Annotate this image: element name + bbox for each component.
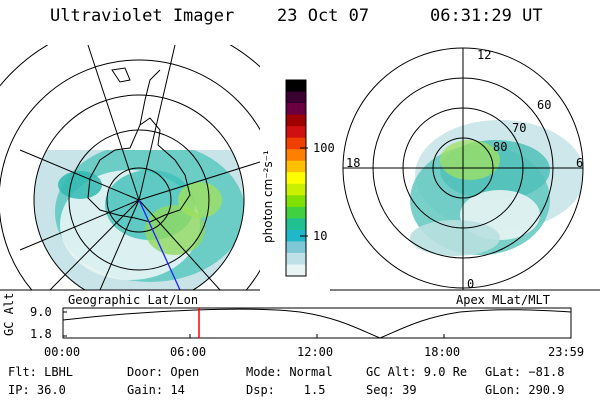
info-glat: GLat: −81.8 bbox=[485, 365, 565, 379]
colorbar bbox=[285, 79, 307, 277]
colorbar-segment bbox=[286, 160, 306, 173]
timeline-xtick-1200: 12:00 bbox=[297, 345, 334, 359]
timeline-xtick-0000: 00:00 bbox=[44, 345, 81, 359]
colorbar-segment bbox=[286, 241, 306, 254]
magnetic-map bbox=[342, 47, 584, 290]
info-glon: GLon: 290.9 bbox=[485, 383, 565, 397]
info-dsp: Dsp: 1.5 bbox=[246, 383, 326, 397]
mlat-label-70: 70 bbox=[512, 121, 527, 135]
mlt-label-0: 0 bbox=[467, 277, 475, 291]
date-label: 23 Oct 07 bbox=[277, 6, 370, 26]
timeline-ytick-9: 9.0 bbox=[30, 305, 52, 319]
mlt-label-6: 6 bbox=[576, 156, 584, 170]
timeline-ytick-1-8: 1.8 bbox=[30, 327, 52, 341]
colorbar-segment bbox=[286, 195, 306, 208]
auroral-oval-right bbox=[410, 120, 583, 256]
colorbar-unit-label: photon cm⁻²s⁻¹ bbox=[261, 150, 275, 243]
mlat-label-60: 60 bbox=[537, 98, 552, 112]
colorbar-segment bbox=[286, 172, 306, 185]
colorbar-segment bbox=[286, 103, 306, 116]
magnetic-map-label: Apex MLat/MLT bbox=[456, 293, 550, 307]
info-filter: Flt: LBHL bbox=[8, 365, 74, 379]
geographic-map-label: Geographic Lat/Lon bbox=[68, 293, 199, 307]
colorbar-segment bbox=[286, 218, 306, 231]
colorbar-segment bbox=[286, 264, 306, 277]
info-mode: Mode: Normal bbox=[246, 365, 333, 379]
mlt-label-12: 12 bbox=[477, 48, 492, 62]
altitude-curve bbox=[62, 308, 572, 339]
info-ip: IP: 36.0 bbox=[8, 383, 66, 397]
colorbar-segment bbox=[286, 91, 306, 104]
colorbar-segment bbox=[286, 229, 306, 242]
colorbar-segment bbox=[286, 149, 306, 162]
colorbar-segment bbox=[286, 80, 306, 93]
colorbar-segment bbox=[286, 183, 306, 196]
lat-circles-left bbox=[0, 45, 260, 290]
colorbar-ticks bbox=[300, 147, 308, 237]
colorbar-frame bbox=[285, 79, 307, 277]
island-coastline bbox=[111, 67, 131, 83]
mlat-label-80: 80 bbox=[493, 140, 508, 154]
colorbar-segment bbox=[286, 126, 306, 139]
timeline-ylabel: GC Alt bbox=[2, 292, 16, 336]
instrument-title: Ultraviolet Imager bbox=[50, 6, 235, 26]
timeline-xtick-2359: 23:59 bbox=[548, 345, 585, 359]
mlt-label-18: 18 bbox=[346, 156, 361, 170]
peninsula-coastline bbox=[139, 69, 161, 126]
timeline-xtick-0600: 06:00 bbox=[170, 345, 207, 359]
timeline-ticks bbox=[63, 311, 445, 338]
info-door: Door: Open bbox=[127, 365, 200, 379]
colorbar-tick-10: 10 bbox=[313, 229, 328, 243]
geographic-map bbox=[0, 45, 260, 290]
mlt-lines bbox=[343, 48, 583, 290]
info-gain: Gain: 14 bbox=[127, 383, 185, 397]
colorbar-segment bbox=[286, 252, 306, 265]
time-label: 06:31:29 UT bbox=[430, 6, 543, 26]
colorbar-tick-100: 100 bbox=[313, 141, 335, 155]
colorbar-segment bbox=[286, 206, 306, 219]
antarctica-coastline bbox=[87, 117, 191, 223]
info-gc-alt: GC Alt: 9.0 Re bbox=[366, 365, 468, 379]
colorbar-segment bbox=[286, 114, 306, 127]
lon-lines-left bbox=[19, 45, 260, 290]
colorbar-segment bbox=[286, 137, 306, 150]
timeline-xtick-1800: 18:00 bbox=[424, 345, 461, 359]
info-seq: Seq: 39 bbox=[366, 383, 417, 397]
noon-meridian-line bbox=[138, 199, 181, 290]
